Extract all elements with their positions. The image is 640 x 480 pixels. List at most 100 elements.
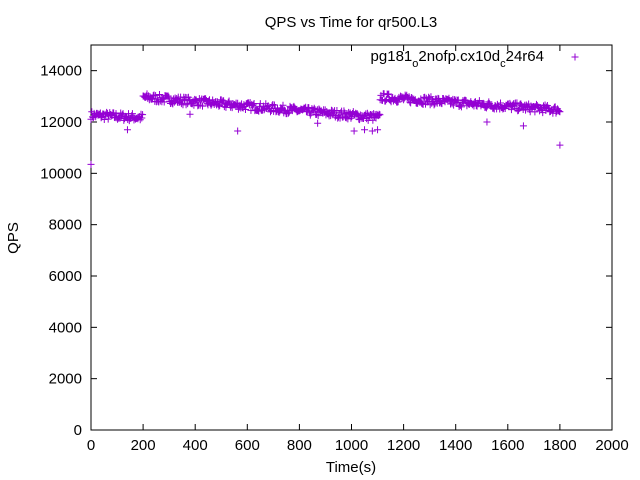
data-point	[417, 95, 425, 103]
data-point	[188, 100, 196, 108]
legend-part-2: o	[412, 58, 418, 70]
data-point	[321, 106, 329, 114]
data-point	[356, 116, 364, 124]
data-point	[139, 111, 147, 119]
y-axis-label: QPS	[5, 222, 22, 254]
data-point	[418, 99, 426, 107]
data-point	[333, 106, 341, 114]
data-point	[385, 90, 393, 98]
data-point	[501, 105, 509, 113]
x-axis-label: Time(s)	[326, 459, 376, 476]
y-tick-label: 14000	[40, 63, 82, 80]
data-point	[457, 101, 465, 109]
data-point	[513, 99, 521, 107]
y-tick-label: 12000	[40, 114, 82, 131]
data-point-outlier	[87, 160, 95, 168]
data-point	[112, 110, 120, 118]
data-point-outlier	[556, 141, 564, 149]
y-tick-label: 2000	[49, 371, 82, 388]
data-point	[556, 108, 564, 116]
data-point	[497, 99, 505, 107]
data-point	[347, 114, 355, 122]
legend-part-3: 2nofp.cx10d	[418, 48, 500, 65]
y-tick-label: 4000	[49, 319, 82, 336]
data-point	[425, 94, 433, 102]
data-point	[411, 96, 419, 104]
data-point	[313, 110, 321, 118]
legend-part-1: pg181	[371, 48, 413, 65]
data-point	[169, 100, 177, 108]
data-point	[164, 92, 172, 100]
data-point	[165, 93, 173, 101]
data-points	[87, 90, 564, 168]
x-tick-label: 600	[235, 437, 260, 454]
data-point	[363, 115, 371, 123]
data-point	[362, 110, 370, 118]
data-point-outlier	[123, 126, 131, 134]
data-point	[128, 110, 136, 118]
data-point	[104, 115, 112, 123]
data-point-outlier	[483, 118, 491, 126]
data-point	[118, 111, 126, 119]
data-point	[314, 112, 322, 120]
x-tick-label: 0	[87, 437, 95, 454]
data-point	[447, 96, 455, 104]
data-point-outlier	[314, 119, 322, 127]
data-point	[514, 106, 522, 114]
data-point	[269, 100, 277, 108]
data-point	[284, 109, 292, 117]
data-point-outlier	[368, 127, 376, 135]
data-point	[370, 110, 378, 118]
x-tick-label: 1200	[387, 437, 420, 454]
data-point	[277, 105, 285, 113]
x-tick-label: 1600	[491, 437, 524, 454]
data-point	[150, 91, 158, 99]
data-point	[382, 97, 390, 105]
data-point	[394, 98, 402, 106]
y-tick-label: 10000	[40, 165, 82, 182]
legend-label: pg181o2nofp.cx10dc24r64	[371, 48, 544, 70]
data-point	[156, 91, 164, 99]
data-point	[249, 101, 257, 109]
data-point	[376, 111, 384, 119]
data-point	[138, 114, 146, 122]
x-tick-label: 200	[131, 437, 156, 454]
data-point	[482, 104, 490, 112]
data-point	[285, 108, 293, 116]
data-point	[344, 115, 352, 123]
data-point-outlier	[350, 127, 358, 135]
data-point	[353, 110, 361, 118]
legend-marker	[571, 53, 579, 61]
data-point	[250, 99, 258, 107]
legend: pg181o2nofp.cx10dc24r64	[371, 48, 579, 70]
x-tick-label: 1400	[439, 437, 472, 454]
data-point	[173, 95, 181, 103]
x-tick-label: 2000	[595, 437, 628, 454]
data-point	[274, 108, 282, 116]
data-point	[182, 101, 190, 109]
data-point	[429, 96, 437, 104]
data-point	[160, 98, 168, 106]
data-point	[177, 100, 185, 108]
data-point	[270, 101, 278, 109]
data-point	[554, 107, 562, 115]
data-point	[198, 102, 206, 110]
data-point	[517, 100, 525, 108]
data-point-outlier	[361, 126, 369, 134]
x-tick-label: 1800	[543, 437, 576, 454]
x-tick-label: 400	[183, 437, 208, 454]
y-tick-label: 6000	[49, 268, 82, 285]
x-tick-label: 1000	[335, 437, 368, 454]
data-point	[410, 95, 418, 103]
data-point	[457, 103, 465, 111]
y-tick-label: 0	[74, 422, 82, 439]
data-point	[205, 97, 213, 105]
data-point-outlier	[519, 122, 527, 130]
data-point	[305, 104, 313, 112]
data-point	[225, 97, 233, 105]
data-point	[471, 98, 479, 106]
data-point	[430, 101, 438, 109]
data-point	[97, 114, 105, 122]
data-point	[427, 93, 435, 101]
